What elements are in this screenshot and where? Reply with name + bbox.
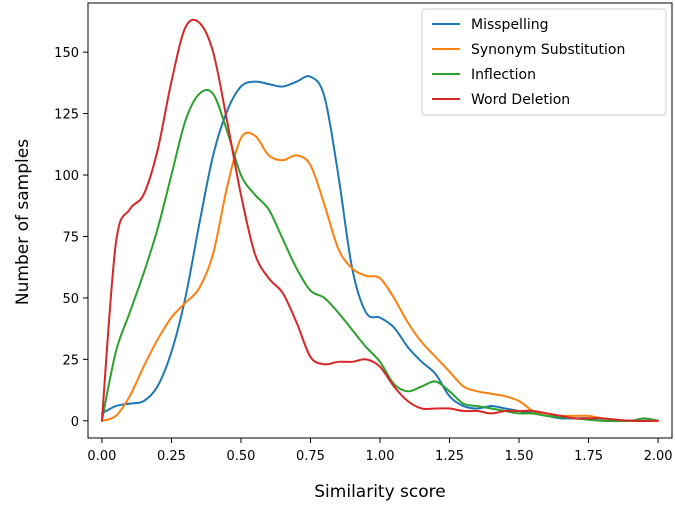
legend-label-word-deletion: Word Deletion <box>471 92 570 108</box>
y-axis-ticks: 0 25 50 75 100 125 150 <box>54 46 88 430</box>
legend: Misspelling Synonym Substitution Inflectio… <box>421 8 667 116</box>
legend-label-inflection: Inflection <box>471 67 536 83</box>
x-tick-label: 0.75 <box>296 449 325 464</box>
y-tick-label: 150 <box>54 46 79 61</box>
legend-label-synonym-substitution: Synonym Substitution <box>471 42 625 58</box>
legend-box <box>421 8 667 116</box>
x-axis-ticks: 0.00 0.25 0.50 0.75 1.00 1.25 1.50 1.75 2.00 <box>87 438 673 464</box>
x-axis-label: Similarity score <box>314 482 445 502</box>
x-tick-label: 1.00 <box>366 449 395 464</box>
y-axis-label: Number of samples <box>13 139 33 305</box>
x-tick-label: 1.75 <box>574 449 603 464</box>
x-tick-label: 0.50 <box>226 449 255 464</box>
legend-entries: Misspelling Synonym Substitution Inflectio… <box>432 17 625 108</box>
y-tick-label: 125 <box>54 108 79 123</box>
y-tick-label: 25 <box>62 353 79 368</box>
y-tick-label: 75 <box>62 230 79 245</box>
series-layer <box>100 18 660 423</box>
series-line-word-deletion <box>100 18 660 422</box>
series-line-inflection <box>100 88 660 423</box>
y-tick-label: 100 <box>54 169 79 184</box>
y-tick-label: 50 <box>62 292 79 307</box>
x-tick-label: 1.25 <box>435 449 464 464</box>
x-tick-label: 0.00 <box>87 449 116 464</box>
x-tick-label: 0.25 <box>157 449 186 464</box>
x-tick-label: 1.50 <box>505 449 534 464</box>
x-tick-label: 2.00 <box>644 449 673 464</box>
y-tick-label: 0 <box>71 415 79 430</box>
legend-label-misspelling: Misspelling <box>471 17 549 33</box>
